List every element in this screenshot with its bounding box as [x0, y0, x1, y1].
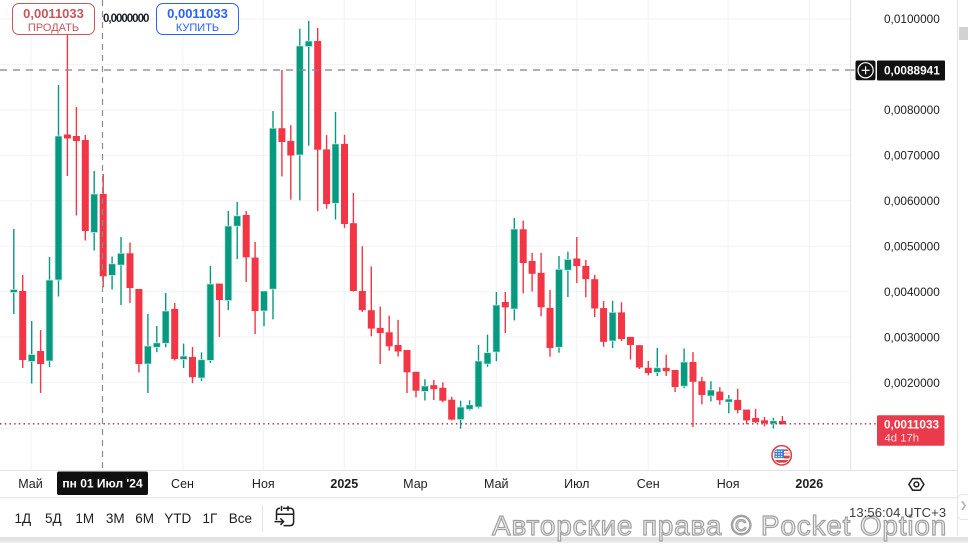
- svg-text:Ноя: Ноя: [717, 477, 740, 491]
- svg-text:0,0050000: 0,0050000: [884, 239, 940, 253]
- svg-text:Сен: Сен: [637, 477, 660, 491]
- svg-text:0,0088941: 0,0088941: [884, 64, 940, 78]
- svg-text:0,0070000: 0,0070000: [884, 149, 940, 163]
- svg-text:0,0020000: 0,0020000: [884, 376, 940, 390]
- svg-text:0,0100000: 0,0100000: [884, 12, 940, 26]
- svg-text:1Д: 1Д: [15, 511, 32, 526]
- svg-text:Май: Май: [18, 477, 43, 491]
- svg-text:0,0080000: 0,0080000: [884, 103, 940, 117]
- svg-text:1М: 1М: [75, 511, 94, 526]
- svg-text:2026: 2026: [795, 477, 823, 491]
- svg-text:1Г: 1Г: [203, 511, 219, 526]
- svg-text:2025: 2025: [330, 477, 358, 491]
- svg-text:5Д: 5Д: [45, 511, 62, 526]
- svg-text:Июл: Июл: [564, 477, 589, 491]
- svg-text:пн 01 Июл '24: пн 01 Июл '24: [62, 477, 143, 491]
- svg-text:3М: 3М: [106, 511, 125, 526]
- svg-text:Ноя: Ноя: [252, 477, 275, 491]
- svg-text:4d 17h: 4d 17h: [885, 432, 920, 444]
- svg-text:0,0030000: 0,0030000: [884, 330, 940, 344]
- svg-text:YTD: YTD: [164, 511, 191, 526]
- svg-text:Все: Все: [229, 511, 252, 526]
- svg-text:Сен: Сен: [171, 477, 194, 491]
- svg-text:0,0040000: 0,0040000: [884, 285, 940, 299]
- svg-text:Май: Май: [484, 477, 509, 491]
- svg-text:0,0011033: 0,0011033: [884, 417, 940, 431]
- svg-text:0,0060000: 0,0060000: [884, 194, 940, 208]
- svg-text:6М: 6М: [135, 511, 154, 526]
- svg-text:Мар: Мар: [403, 477, 428, 491]
